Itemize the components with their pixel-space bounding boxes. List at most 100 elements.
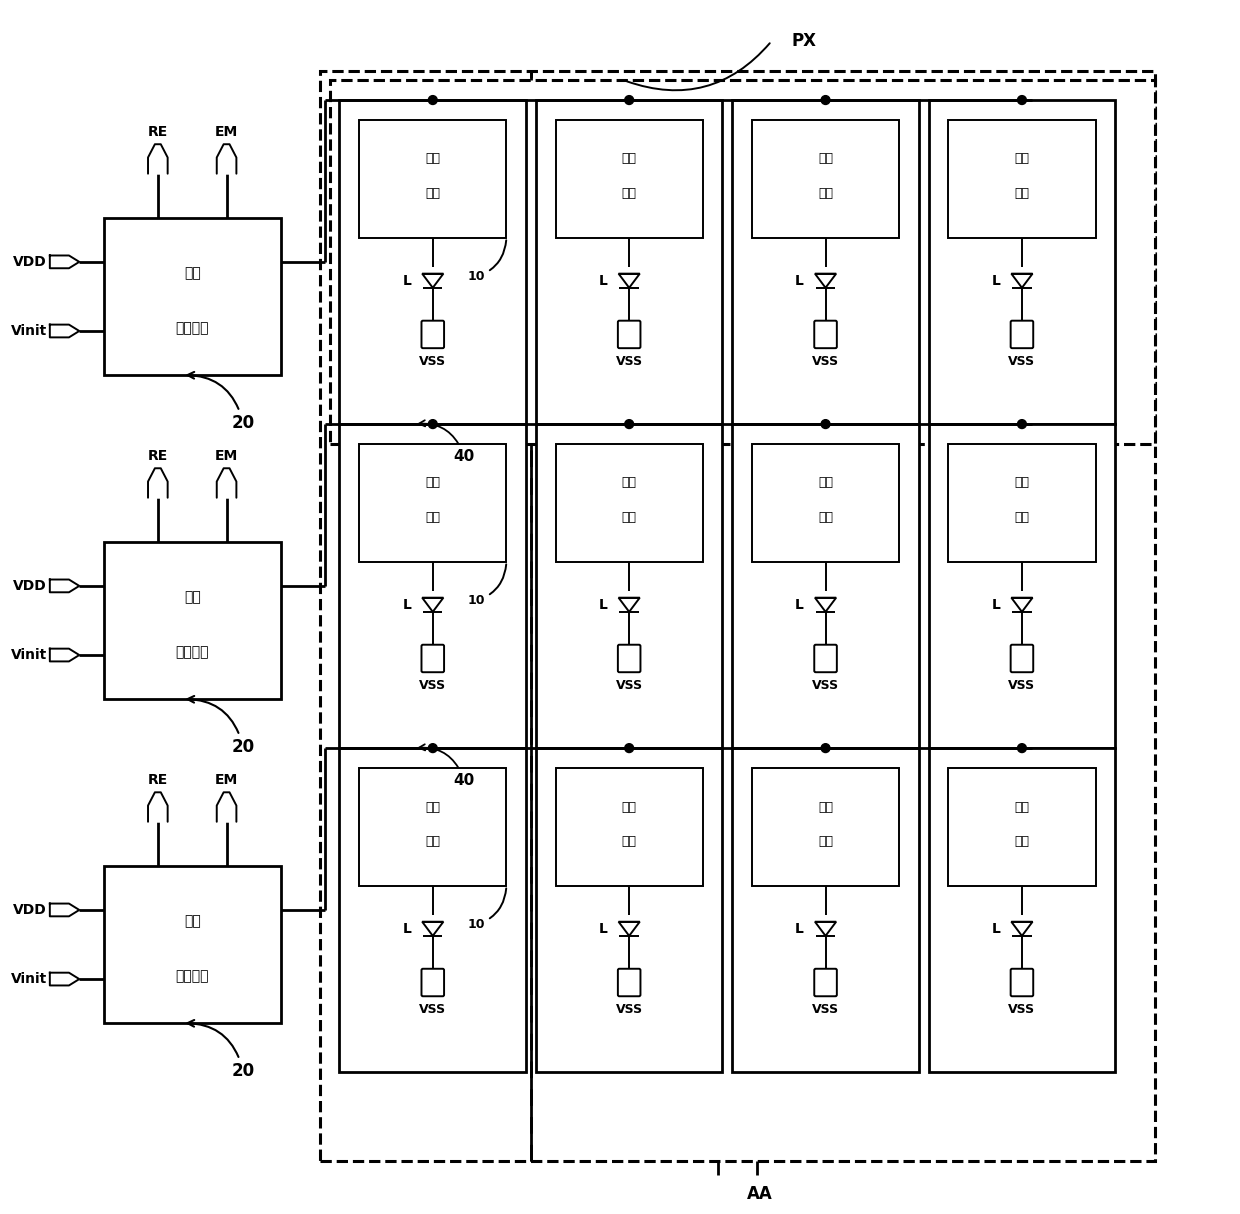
Bar xyxy=(536,424,723,748)
Bar xyxy=(929,748,1115,1072)
Circle shape xyxy=(1018,744,1027,753)
FancyBboxPatch shape xyxy=(618,320,640,348)
Text: VSS: VSS xyxy=(812,354,839,368)
Text: L: L xyxy=(992,273,1001,288)
Text: VSS: VSS xyxy=(1008,679,1035,692)
Bar xyxy=(733,748,919,1072)
Bar xyxy=(320,70,1154,1161)
FancyBboxPatch shape xyxy=(422,969,444,997)
Circle shape xyxy=(821,420,830,429)
Text: 电路: 电路 xyxy=(425,835,440,847)
Polygon shape xyxy=(217,793,237,822)
FancyBboxPatch shape xyxy=(422,320,444,348)
Text: 像素: 像素 xyxy=(1014,800,1029,813)
FancyBboxPatch shape xyxy=(618,645,640,673)
Circle shape xyxy=(821,96,830,104)
Polygon shape xyxy=(50,255,79,268)
Text: VSS: VSS xyxy=(812,1003,839,1016)
Bar xyxy=(929,424,1115,748)
Text: 电路: 电路 xyxy=(621,835,636,847)
Text: 电压: 电压 xyxy=(184,914,201,927)
Text: VSS: VSS xyxy=(1008,1003,1035,1016)
Text: L: L xyxy=(795,597,804,612)
Polygon shape xyxy=(815,921,836,936)
Text: 40: 40 xyxy=(419,744,475,788)
Text: EM: EM xyxy=(215,773,238,788)
Polygon shape xyxy=(619,921,640,936)
Bar xyxy=(340,424,526,748)
Circle shape xyxy=(1018,420,1027,429)
Bar xyxy=(536,100,723,424)
Circle shape xyxy=(625,744,634,753)
Polygon shape xyxy=(422,273,444,288)
FancyBboxPatch shape xyxy=(815,320,837,348)
Bar xyxy=(340,748,526,1072)
Polygon shape xyxy=(422,597,444,612)
Circle shape xyxy=(428,420,438,429)
FancyBboxPatch shape xyxy=(1011,969,1033,997)
FancyBboxPatch shape xyxy=(1011,645,1033,673)
Polygon shape xyxy=(50,972,79,986)
Polygon shape xyxy=(148,793,167,822)
Text: VDD: VDD xyxy=(14,255,47,268)
FancyBboxPatch shape xyxy=(422,645,444,673)
Polygon shape xyxy=(1012,597,1033,612)
Bar xyxy=(360,444,506,562)
Bar xyxy=(330,80,1154,444)
Text: 电路: 电路 xyxy=(621,187,636,200)
Text: 电路: 电路 xyxy=(621,511,636,524)
Text: RE: RE xyxy=(148,773,167,788)
Text: VSS: VSS xyxy=(419,1003,446,1016)
FancyBboxPatch shape xyxy=(618,969,640,997)
Text: RE: RE xyxy=(148,449,167,464)
Text: 控制电路: 控制电路 xyxy=(175,645,210,659)
Text: VDD: VDD xyxy=(14,579,47,592)
Text: VSS: VSS xyxy=(419,354,446,368)
Text: VSS: VSS xyxy=(1008,354,1035,368)
Polygon shape xyxy=(1012,921,1033,936)
Text: 电路: 电路 xyxy=(1014,187,1029,200)
Text: 电压: 电压 xyxy=(184,266,201,280)
Text: L: L xyxy=(992,597,1001,612)
Bar xyxy=(929,100,1115,424)
Text: L: L xyxy=(402,273,412,288)
Polygon shape xyxy=(148,144,167,174)
Bar xyxy=(104,217,280,375)
Text: 像素: 像素 xyxy=(818,477,833,489)
Text: 像素: 像素 xyxy=(425,477,440,489)
Bar xyxy=(536,748,723,1072)
Bar xyxy=(104,866,280,1023)
Bar xyxy=(556,120,703,238)
Text: 电路: 电路 xyxy=(818,187,833,200)
Text: 像素: 像素 xyxy=(818,153,833,165)
Text: 像素: 像素 xyxy=(818,800,833,813)
Bar xyxy=(556,767,703,885)
Bar xyxy=(556,444,703,562)
Polygon shape xyxy=(50,324,79,337)
Bar xyxy=(104,541,280,699)
Text: VSS: VSS xyxy=(615,1003,642,1016)
FancyBboxPatch shape xyxy=(1011,320,1033,348)
Text: 20: 20 xyxy=(187,696,254,756)
Text: EM: EM xyxy=(215,125,238,140)
Text: L: L xyxy=(795,273,804,288)
Bar xyxy=(751,444,899,562)
Text: 电路: 电路 xyxy=(818,835,833,847)
Text: RE: RE xyxy=(148,125,167,140)
Text: 像素: 像素 xyxy=(425,800,440,813)
Polygon shape xyxy=(217,469,237,498)
Polygon shape xyxy=(619,597,640,612)
Circle shape xyxy=(821,744,830,753)
Text: VSS: VSS xyxy=(615,354,642,368)
Polygon shape xyxy=(148,469,167,498)
Bar xyxy=(751,120,899,238)
Text: Vinit: Vinit xyxy=(11,972,47,986)
Bar xyxy=(733,424,919,748)
Polygon shape xyxy=(50,903,79,917)
Text: VSS: VSS xyxy=(812,679,839,692)
FancyBboxPatch shape xyxy=(815,969,837,997)
FancyBboxPatch shape xyxy=(815,645,837,673)
Text: Vinit: Vinit xyxy=(11,648,47,662)
Text: 10: 10 xyxy=(467,889,506,931)
Text: L: L xyxy=(402,921,412,936)
